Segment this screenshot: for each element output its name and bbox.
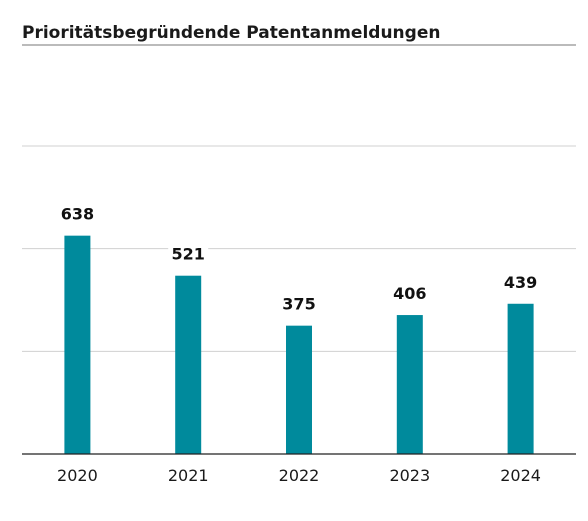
x-tick-2022: 2022	[279, 466, 320, 485]
gridlines	[22, 145, 576, 352]
value-label-backing	[168, 242, 209, 265]
bar-2020	[64, 235, 91, 454]
value-label-2020: 638	[61, 205, 94, 224]
value-label-backing	[389, 282, 430, 305]
value-label-2022: 375	[282, 295, 315, 314]
bar-2021	[175, 275, 202, 454]
value-label-2023: 406	[393, 284, 426, 303]
value-label-backing	[279, 292, 319, 315]
value-label-backing	[500, 270, 541, 293]
bars	[64, 235, 534, 454]
x-tick-2023: 2023	[389, 466, 430, 485]
bar-2023	[396, 315, 423, 454]
value-labels: 638 521 375 406 439	[57, 202, 541, 315]
value-label-2024: 439	[504, 273, 537, 292]
value-label-backing	[57, 202, 98, 225]
x-tick-2021: 2021	[168, 466, 209, 485]
bar-2022	[286, 325, 312, 454]
x-tick-2020: 2020	[57, 466, 98, 485]
bar-2024	[507, 303, 534, 454]
x-axis-ticks: 2020 2021 2022 2023 2024	[57, 466, 541, 485]
chart-title: Prioritätsbegründende Patentanmeldungen	[22, 23, 440, 43]
value-label-2021: 521	[171, 245, 204, 264]
x-tick-2024: 2024	[500, 466, 541, 485]
